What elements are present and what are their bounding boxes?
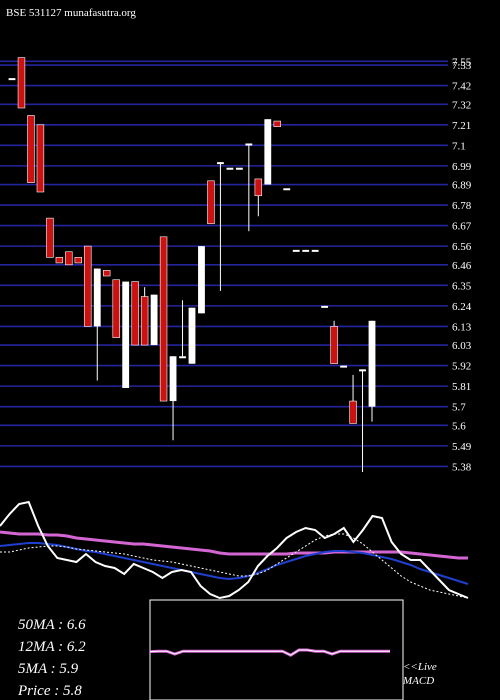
candle-body [122, 281, 130, 388]
candle-body [188, 307, 196, 364]
series-ma-mid [0, 542, 469, 585]
candle-body [273, 120, 281, 127]
candle-body [349, 400, 357, 424]
candle-body [159, 236, 168, 402]
candle-body [140, 296, 149, 346]
candle-body [359, 369, 366, 372]
y-tick-label: 6.56 [452, 241, 472, 253]
candle-body [131, 281, 139, 346]
candle-body [330, 326, 338, 365]
candle-body [292, 249, 300, 252]
candle-body [8, 78, 16, 81]
macd-label: MACD [402, 675, 434, 687]
candle-body [302, 249, 310, 252]
y-tick-label: 6.35 [452, 280, 472, 292]
y-tick-label: 6.99 [452, 161, 472, 173]
candle-body [245, 143, 253, 146]
candle-body [217, 162, 224, 165]
y-tick-label: 6.78 [452, 200, 472, 212]
y-tick-label: 5.81 [452, 381, 471, 393]
y-tick-label: 6.67 [452, 221, 472, 233]
candle-body [179, 356, 186, 359]
candle-body [150, 294, 158, 346]
candle-body [46, 217, 54, 258]
y-tick-label: 7.42 [452, 81, 471, 93]
y-tick-label: 7.55 [452, 56, 472, 68]
y-tick-label: 5.6 [452, 420, 466, 432]
candle-body [74, 257, 83, 264]
y-tick-label: 6.03 [452, 340, 472, 352]
y-tick-label: 6.13 [452, 321, 472, 333]
candle-body [17, 57, 26, 109]
price-axis: 7.557.53 7.42 7.32 7.21 7.1 6.99 6.89 6.78 6.67 6… [452, 56, 472, 473]
moving-average-panel [0, 500, 469, 600]
candle-body [93, 268, 101, 327]
y-tick-label: 5.7 [452, 402, 466, 414]
macd-line [149, 649, 390, 656]
candle-body [84, 245, 92, 327]
live-link[interactable]: <<Live [403, 661, 437, 673]
candle-body [169, 356, 177, 402]
candle-body [27, 115, 35, 183]
candle-body [36, 124, 45, 193]
candle-body [340, 365, 347, 368]
y-tick-label: 5.38 [452, 461, 472, 473]
y-tick-label: 7.32 [452, 99, 471, 111]
price-readout: Price : 5.8 [17, 683, 82, 699]
macd-panel [149, 599, 404, 700]
chart-header: BSE 531127 munafasutra.org [6, 7, 136, 19]
ma5-readout: 5MA : 5.9 [18, 661, 79, 677]
candle-body [207, 180, 215, 225]
series-macd-line [0, 533, 469, 599]
candle-body [103, 270, 111, 277]
candle-body [321, 305, 329, 308]
y-tick-label: 6.24 [452, 301, 472, 313]
candle-body [283, 188, 291, 191]
candle-body [226, 167, 234, 170]
y-tick-label: 7.1 [452, 140, 466, 152]
candle-body [198, 246, 205, 314]
candlestick-series [8, 57, 376, 472]
y-tick-label: 5.92 [452, 361, 471, 373]
candle-body [368, 320, 376, 407]
candle-body [264, 119, 272, 185]
series-price-line [0, 500, 469, 600]
y-tick-label: 7.21 [452, 120, 471, 132]
ma12-readout: 12MA : 6.2 [18, 639, 86, 655]
series-ma-slow [0, 530, 468, 560]
y-tick-label: 7.53 [452, 60, 472, 72]
y-tick-label: 6.46 [452, 260, 472, 272]
candle-body [254, 178, 263, 197]
candle-body [55, 257, 64, 264]
ma50-readout: 50MA : 6.6 [18, 617, 86, 633]
y-tick-label: 5.49 [452, 441, 472, 453]
candle-body [65, 251, 73, 266]
candle-body [311, 249, 319, 252]
y-tick-label: 6.89 [452, 180, 472, 192]
candle-body [235, 167, 243, 170]
candle-body [112, 279, 120, 338]
